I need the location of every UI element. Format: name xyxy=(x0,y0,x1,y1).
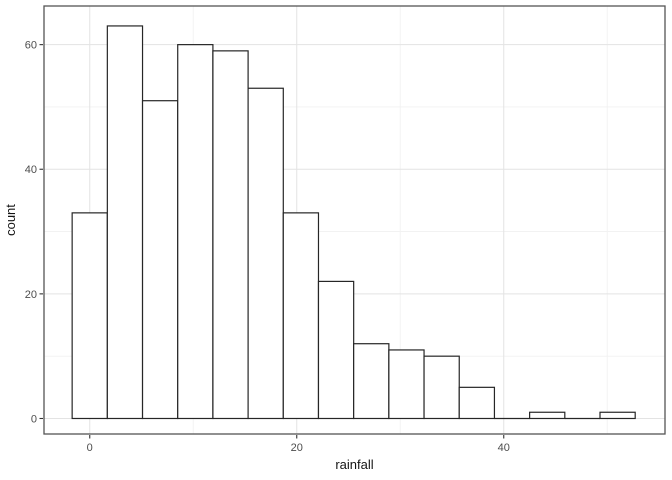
histogram-bar xyxy=(282,212,320,420)
x-tick-label: 40 xyxy=(498,442,510,454)
histogram-bar xyxy=(458,386,496,420)
histogram-bar xyxy=(177,44,214,420)
axis-tick-labels: 0 20 40 0 20 40 60 xyxy=(25,40,510,454)
y-tick-label: 60 xyxy=(25,40,37,52)
histogram-bar xyxy=(212,50,249,420)
histogram-bar xyxy=(247,87,284,420)
histogram-bar xyxy=(423,355,460,420)
y-axis-title: count xyxy=(3,204,18,236)
x-tick-label: 0 xyxy=(87,442,93,454)
histogram-bar xyxy=(317,280,355,420)
histogram-bars xyxy=(71,25,636,420)
y-tick-label: 20 xyxy=(25,289,37,301)
histogram-bar xyxy=(353,343,390,420)
axis-tick-marks xyxy=(39,44,505,439)
x-tick-label: 20 xyxy=(291,442,303,454)
x-axis-title: rainfall xyxy=(335,457,373,472)
plot-panel-border xyxy=(43,5,666,435)
histogram-bar xyxy=(529,411,566,420)
histogram-bar xyxy=(71,212,108,420)
histogram-bar xyxy=(106,25,144,420)
y-tick-label: 40 xyxy=(25,164,37,176)
y-tick-label: 0 xyxy=(31,413,37,425)
histogram-bar xyxy=(599,411,636,420)
histogram-bar xyxy=(388,349,425,420)
histogram-bar xyxy=(141,100,179,420)
